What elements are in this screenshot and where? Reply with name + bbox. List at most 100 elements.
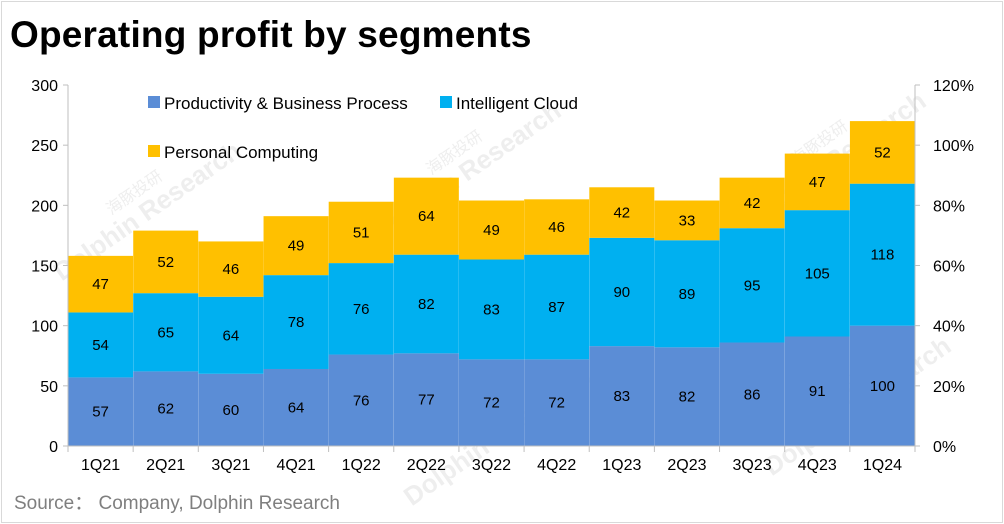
data-label: 52 <box>157 254 174 271</box>
data-label: 49 <box>483 222 500 239</box>
source-note: Source： Company, Dolphin Research <box>14 493 340 514</box>
bar-segment <box>328 201 394 264</box>
bar-segment <box>133 293 199 372</box>
data-label: 72 <box>548 395 565 412</box>
bar-segment <box>198 373 264 446</box>
bar-segment <box>68 312 134 378</box>
data-label: 42 <box>613 205 630 222</box>
x-tick-label: 3Q22 <box>472 457 511 474</box>
legend: Productivity & Business Process Intellige… <box>148 94 578 162</box>
bar-segment <box>263 275 329 369</box>
x-tick-label: 2Q21 <box>146 457 185 474</box>
y2-tick-label: 20% <box>933 379 965 396</box>
bar-segment <box>589 346 655 446</box>
data-label: 49 <box>288 238 305 255</box>
x-tick-label: 3Q23 <box>733 457 772 474</box>
data-label: 83 <box>613 388 630 405</box>
bar-segment <box>784 210 850 337</box>
axes-layer: 0 50 100 150 200 250 300 0% 20% 40% 60% 80% 100% 120%… <box>31 78 974 474</box>
data-label: 90 <box>613 284 630 301</box>
bar-segment <box>589 237 655 347</box>
y2-tick-label: 60% <box>933 259 965 276</box>
data-label: 82 <box>679 389 696 406</box>
bar-segment <box>68 255 134 313</box>
x-tick-label: 3Q21 <box>211 457 250 474</box>
y2-tick-label: 40% <box>933 319 965 336</box>
bar-segment <box>784 153 850 211</box>
y2-tick-label: 80% <box>933 198 965 215</box>
data-label: 65 <box>157 324 174 341</box>
y-tick-label: 150 <box>31 259 58 276</box>
bar-segment <box>393 177 459 255</box>
legend-label: Personal Computing <box>164 143 318 162</box>
bar-segment <box>328 263 394 355</box>
x-tick-label: 4Q23 <box>798 457 837 474</box>
bar-segment <box>198 241 264 297</box>
bar-segment <box>328 354 394 446</box>
legend-swatch <box>148 96 160 108</box>
legend-label: Productivity & Business Process <box>164 94 408 113</box>
bar-segment <box>849 183 915 326</box>
data-label: 42 <box>744 195 761 212</box>
x-tick-label: 1Q21 <box>81 457 120 474</box>
x-tick-label: 4Q21 <box>276 457 315 474</box>
data-label: 95 <box>744 277 761 294</box>
bar-segment <box>784 336 850 446</box>
data-label: 82 <box>418 296 435 313</box>
data-label: 76 <box>353 392 370 409</box>
data-label: 76 <box>353 301 370 318</box>
data-label: 72 <box>483 395 500 412</box>
x-tick-label: 2Q23 <box>667 457 706 474</box>
data-label: 77 <box>418 392 435 409</box>
data-label: 118 <box>870 247 894 264</box>
y2-tick-label: 120% <box>933 78 974 95</box>
bar-segment <box>459 200 524 260</box>
data-label: 105 <box>805 265 830 282</box>
bar-segment <box>719 177 785 229</box>
y-tick-label: 0 <box>49 439 58 456</box>
data-label: 83 <box>483 301 500 318</box>
data-label: 51 <box>353 224 370 241</box>
bar-segment <box>459 359 524 446</box>
data-label: 46 <box>223 261 240 278</box>
bars-layer: 57 54 47 62 65 52 60 64 46 64 78 49 76 76 51 77 82 64 72 83… <box>68 121 915 446</box>
x-tick-label: 4Q22 <box>537 457 576 474</box>
bar-segment <box>393 254 459 354</box>
data-label: 64 <box>288 399 305 416</box>
x-tick-label: 2Q22 <box>407 457 446 474</box>
legend-swatch <box>148 145 160 157</box>
data-label: 91 <box>809 383 826 400</box>
bar-segment <box>849 325 915 446</box>
y-tick-label: 50 <box>40 379 58 396</box>
bar-segment <box>654 347 720 446</box>
data-label: 64 <box>223 327 240 344</box>
data-label: 33 <box>679 212 696 229</box>
x-tick-label: 1Q24 <box>863 457 902 474</box>
bar-segment <box>393 353 459 446</box>
chart-title: Operating profit by segments <box>10 14 532 55</box>
bar-segment <box>263 368 329 446</box>
bar-segment <box>849 121 915 184</box>
y-tick-label: 300 <box>31 78 58 95</box>
bar-segment <box>68 377 134 446</box>
data-label: 60 <box>223 402 240 419</box>
x-tick-label: 1Q23 <box>602 457 641 474</box>
data-label: 57 <box>92 404 109 421</box>
y2-tick-label: 100% <box>933 138 974 155</box>
bar-segment <box>719 228 785 343</box>
y-tick-label: 100 <box>31 319 58 336</box>
bar-segment <box>654 200 720 241</box>
data-label: 100 <box>870 378 895 395</box>
data-label: 87 <box>548 299 565 316</box>
bar-segment <box>524 254 590 360</box>
data-label: 52 <box>874 144 891 161</box>
bar-segment <box>524 199 590 255</box>
bar-segment <box>459 259 524 360</box>
bar-segment <box>524 359 590 446</box>
y-tick-label: 250 <box>31 138 58 155</box>
bar-segment <box>198 296 264 374</box>
bar-segment <box>263 216 329 276</box>
y-tick-label: 200 <box>31 198 58 215</box>
data-label: 47 <box>809 174 826 191</box>
